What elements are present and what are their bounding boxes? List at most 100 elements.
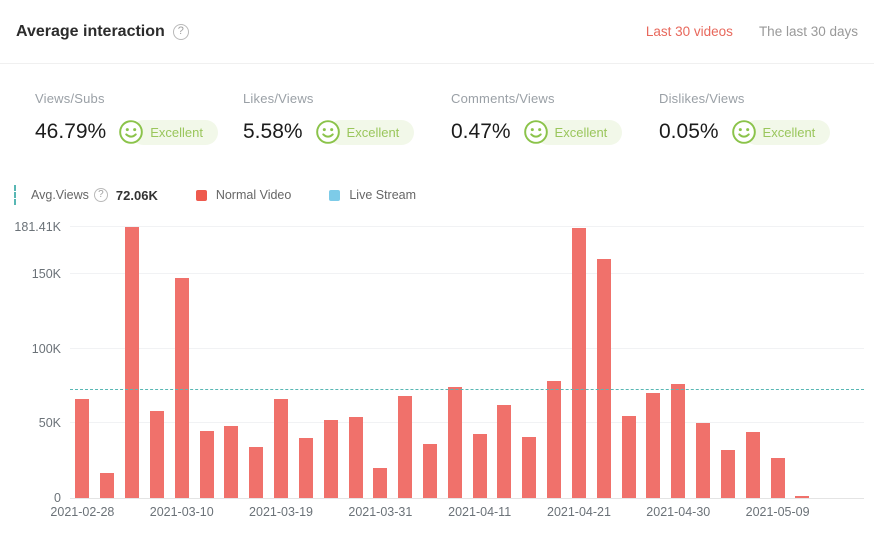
- chart-bar-band: 2021-03-10: [150, 227, 214, 519]
- bar-normal-video[interactable]: [720, 450, 735, 498]
- rating-badge: Excellent: [731, 119, 831, 145]
- bar-normal-video[interactable]: [795, 495, 810, 498]
- bar-normal-video[interactable]: [125, 227, 140, 498]
- chart-bar-band: [219, 227, 244, 498]
- chart-bar-band: [418, 227, 443, 498]
- metric-comments-views: Comments/Views 0.47% Excellent: [451, 91, 659, 145]
- bar-normal-video[interactable]: [249, 447, 264, 498]
- metric-value: 0.05%: [659, 120, 719, 143]
- x-tick-label: 2021-02-28: [50, 505, 115, 519]
- bar-normal-video[interactable]: [696, 423, 711, 498]
- chart-bar-band: 2021-04-11: [448, 227, 511, 519]
- bar-normal-video[interactable]: [274, 399, 289, 498]
- chart-bar-band: [716, 227, 741, 498]
- legend-label: Normal Video: [215, 188, 292, 202]
- bar-normal-video[interactable]: [621, 415, 636, 498]
- average-views-line: [70, 389, 864, 391]
- x-tick-label: 2021-04-11: [448, 505, 512, 519]
- x-tick-label: 2021-03-19: [249, 505, 314, 519]
- bar-normal-video[interactable]: [149, 411, 164, 498]
- chart-bar-band: [616, 227, 641, 498]
- chart-bar-band: [95, 227, 120, 498]
- bar-normal-video[interactable]: [75, 399, 90, 498]
- y-tick-label: 181.41K: [14, 220, 61, 234]
- smiley-icon: [119, 120, 144, 144]
- chart-bar-band: [790, 227, 815, 498]
- tab-last-30-videos[interactable]: Last 30 videos: [645, 24, 733, 39]
- bar-normal-video[interactable]: [447, 387, 462, 498]
- chart-bar-band: 2021-03-19: [249, 227, 313, 519]
- metric-dislikes-views: Dislikes/Views 0.05% Excellent: [659, 91, 867, 145]
- x-tick-label: 2021-03-31: [348, 505, 413, 519]
- legend-item-normal-video[interactable]: Normal Video: [195, 188, 292, 202]
- page-title: Average interaction: [16, 22, 165, 40]
- smiley-icon: [315, 120, 340, 144]
- x-tick-label: 2021-05-09: [745, 505, 810, 519]
- y-tick-label: 150K: [31, 266, 61, 281]
- avg-line-tick: [14, 185, 16, 205]
- normal-video-swatch: [195, 189, 207, 201]
- bar-normal-video[interactable]: [298, 438, 313, 498]
- legend-label: Live Stream: [349, 188, 417, 202]
- chart-bar-band: 2021-05-09: [746, 227, 810, 519]
- avg-views-value: 72.06K: [115, 187, 158, 203]
- chart-bar-band: 2021-02-28: [50, 227, 114, 519]
- chart-bar-band: [293, 227, 318, 498]
- smiley-icon: [731, 120, 756, 144]
- chart-bar-band: 2021-04-21: [547, 227, 611, 519]
- tab-last-30-days[interactable]: The last 30 days: [758, 24, 858, 39]
- bar-normal-video[interactable]: [671, 384, 686, 498]
- bar-normal-video[interactable]: [224, 426, 239, 498]
- chart-bar-band: [194, 227, 219, 498]
- bar-normal-video[interactable]: [174, 278, 189, 498]
- gridline: [70, 422, 864, 424]
- rating-label: Excellent: [743, 119, 831, 145]
- rating-badge: Excellent: [315, 119, 415, 145]
- chart-bar-band: 2021-03-31: [348, 227, 412, 519]
- bar-normal-video[interactable]: [745, 432, 760, 498]
- bar-normal-video[interactable]: [398, 396, 413, 498]
- metric-likes-views: Likes/Views 5.58% Excellent: [243, 91, 451, 145]
- bar-normal-video[interactable]: [323, 420, 338, 498]
- bar-normal-video[interactable]: [199, 430, 214, 498]
- bar-normal-video[interactable]: [100, 472, 115, 498]
- bar-normal-video[interactable]: [770, 457, 785, 498]
- chart-bar-band: 2021-04-30: [646, 227, 710, 519]
- chart-bar-band: [343, 227, 368, 498]
- chart-bar-band: [641, 227, 666, 498]
- bar-normal-video[interactable]: [348, 417, 363, 498]
- bar-normal-video[interactable]: [646, 393, 661, 498]
- metrics-row: Views/Subs 46.79% Excellent Likes/Views …: [0, 64, 874, 145]
- bar-normal-video[interactable]: [423, 444, 437, 498]
- gridline: [70, 226, 864, 227]
- bar-normal-video[interactable]: [596, 258, 611, 498]
- chart-bar-band: [393, 227, 418, 498]
- metric-label: Comments/Views: [451, 91, 555, 106]
- bars-strip: 2021-02-28 2021-03-10 2021-03-19 2021-03-31…: [50, 227, 815, 519]
- gridline: [70, 272, 864, 274]
- metric-label: Views/Subs: [35, 91, 105, 106]
- bar-normal-video[interactable]: [547, 381, 562, 498]
- bar-normal-video[interactable]: [373, 468, 388, 498]
- chart-legend: Avg.Views ? 72.06K Normal Video Live Str…: [14, 185, 874, 205]
- views-bar-chart: 0 50K 100K 150K 181.41K 2021-02-28 2021-03-10 2…: [14, 220, 864, 519]
- legend-item-live-stream[interactable]: Live Stream: [329, 188, 416, 202]
- chart-bar-band: [591, 227, 616, 498]
- avg-views-label: Avg.Views: [31, 188, 89, 202]
- rating-badge: Excellent: [118, 119, 218, 145]
- metric-label: Likes/Views: [243, 91, 314, 106]
- bar-normal-video[interactable]: [571, 227, 586, 498]
- chart-bar-band: [691, 227, 716, 498]
- metric-value: 0.47%: [451, 120, 511, 143]
- metric-views-subs: Views/Subs 46.79% Excellent: [35, 91, 243, 145]
- chart-bar-band: [542, 227, 567, 498]
- metric-label: Dislikes/Views: [659, 91, 745, 106]
- x-tick-label: 2021-04-21: [546, 505, 611, 519]
- bar-normal-video[interactable]: [472, 433, 487, 498]
- bar-normal-video[interactable]: [497, 405, 512, 498]
- panel-header: Average interaction ? Last 30 videos The…: [0, 0, 874, 64]
- bar-normal-video[interactable]: [522, 436, 537, 498]
- help-icon[interactable]: ?: [172, 23, 189, 40]
- range-tabs: Last 30 videos The last 30 days: [646, 24, 858, 39]
- avg-views-help-icon[interactable]: ?: [93, 188, 108, 202]
